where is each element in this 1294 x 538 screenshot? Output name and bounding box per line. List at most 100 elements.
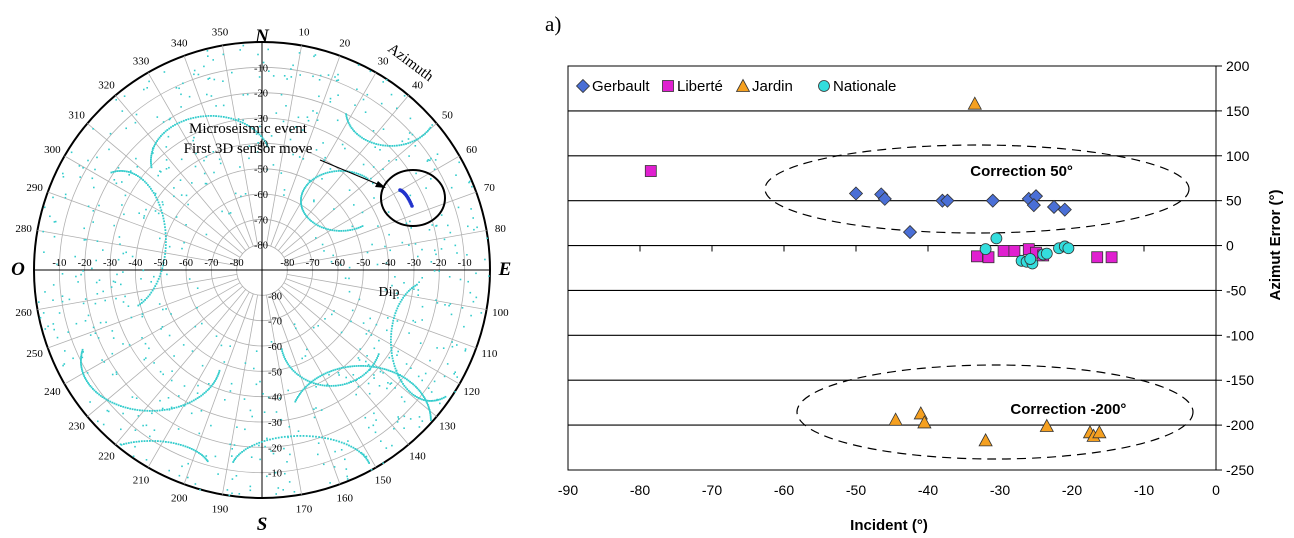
- polar-point: [421, 319, 423, 321]
- polar-point: [348, 123, 351, 126]
- polar-point: [428, 128, 431, 131]
- polar-point: [282, 120, 285, 123]
- polar-point: [380, 102, 383, 105]
- polar-point: [427, 387, 430, 389]
- polar-point: [220, 344, 223, 347]
- polar-point: [322, 227, 325, 229]
- polar-point: [56, 263, 58, 266]
- polar-point: [265, 142, 267, 144]
- polar-point: [240, 195, 242, 198]
- polar-point: [84, 377, 86, 379]
- polar-point: [237, 119, 240, 122]
- polar-point: [393, 144, 396, 147]
- polar-point: [133, 173, 136, 175]
- polar-point: [300, 203, 303, 206]
- polar-point: [248, 157, 250, 160]
- polar-point: [229, 443, 231, 446]
- polar-point: [208, 383, 210, 385]
- legend-marker-jardin: [735, 78, 751, 92]
- dip-tick: -70: [306, 258, 320, 269]
- polar-point: [470, 208, 472, 210]
- polar-point: [316, 119, 319, 121]
- polar-point: [358, 450, 360, 453]
- polar-point: [170, 126, 172, 129]
- polar-point: [424, 372, 427, 375]
- azimuth-spoke: [115, 289, 247, 445]
- polar-point: [94, 168, 96, 171]
- polar-point: [451, 345, 454, 348]
- polar-point: [92, 128, 94, 130]
- polar-point: [154, 192, 157, 195]
- polar-point: [115, 297, 117, 300]
- azimuth-tick: 190: [212, 503, 229, 515]
- polar-point: [313, 199, 315, 201]
- polar-point: [154, 440, 157, 442]
- polar-point: [142, 300, 145, 303]
- polar-point: [402, 143, 405, 146]
- polar-point: [141, 337, 143, 339]
- polar-point: [170, 379, 173, 382]
- polar-point: [355, 393, 357, 396]
- polar-point: [161, 267, 164, 270]
- polar-point: [258, 133, 261, 136]
- polar-point: [431, 124, 433, 126]
- polar-point: [391, 357, 394, 360]
- polar-point: [366, 251, 369, 254]
- polar-point: [126, 407, 129, 409]
- polar-point: [340, 331, 343, 334]
- x-tick-label: -90: [558, 482, 578, 498]
- dip-tick: -80: [230, 258, 244, 269]
- azimuth-label: Azimuth: [385, 41, 437, 86]
- polar-point: [139, 303, 141, 306]
- polar-point: [400, 396, 403, 398]
- polar-point: [421, 248, 423, 251]
- polar-point: [288, 481, 291, 483]
- polar-point: [259, 458, 261, 461]
- polar-point: [315, 386, 317, 388]
- polar-point: [246, 124, 248, 126]
- polar-point: [374, 146, 376, 148]
- polar-point: [157, 212, 160, 215]
- polar-point: [123, 95, 126, 97]
- polar-point: [315, 176, 317, 179]
- polar-point: [302, 210, 305, 212]
- polar-point: [315, 407, 317, 409]
- polar-point: [347, 365, 349, 368]
- polar-point: [391, 284, 393, 287]
- polar-point: [334, 368, 337, 371]
- polar-point: [180, 405, 182, 407]
- polar-point: [128, 344, 131, 346]
- polar-point: [303, 187, 306, 189]
- polar-point: [222, 53, 225, 56]
- polar-point: [358, 377, 360, 379]
- polar-point: [163, 223, 166, 226]
- azimuth-spoke: [283, 282, 460, 385]
- y-tick-label: -200: [1226, 417, 1254, 433]
- point-gerbault: [902, 225, 918, 240]
- polar-point: [332, 254, 334, 257]
- polar-point: [464, 350, 467, 352]
- polar-point: [189, 117, 192, 120]
- azimuth-spoke: [183, 55, 254, 247]
- polar-point: [334, 76, 336, 78]
- dip-tick: -80: [254, 241, 268, 252]
- polar-point: [91, 177, 94, 180]
- polar-point: [214, 455, 217, 458]
- polar-point: [329, 228, 331, 231]
- polar-point: [480, 312, 483, 314]
- polar-point: [275, 112, 278, 114]
- polar-point: [123, 213, 125, 216]
- azimuth-tick: 50: [442, 109, 454, 121]
- polar-point: [163, 409, 166, 411]
- compass-west: O: [11, 259, 25, 280]
- polar-point: [361, 374, 364, 377]
- polar-point: [67, 331, 69, 333]
- polar-point: [426, 402, 429, 405]
- polar-point: [369, 367, 372, 370]
- polar-point: [122, 412, 124, 415]
- polar-point: [141, 313, 144, 315]
- polar-point: [392, 360, 395, 362]
- polar-point: [215, 376, 218, 379]
- x-tick-label: 0: [1212, 482, 1220, 498]
- polar-point: [263, 140, 266, 142]
